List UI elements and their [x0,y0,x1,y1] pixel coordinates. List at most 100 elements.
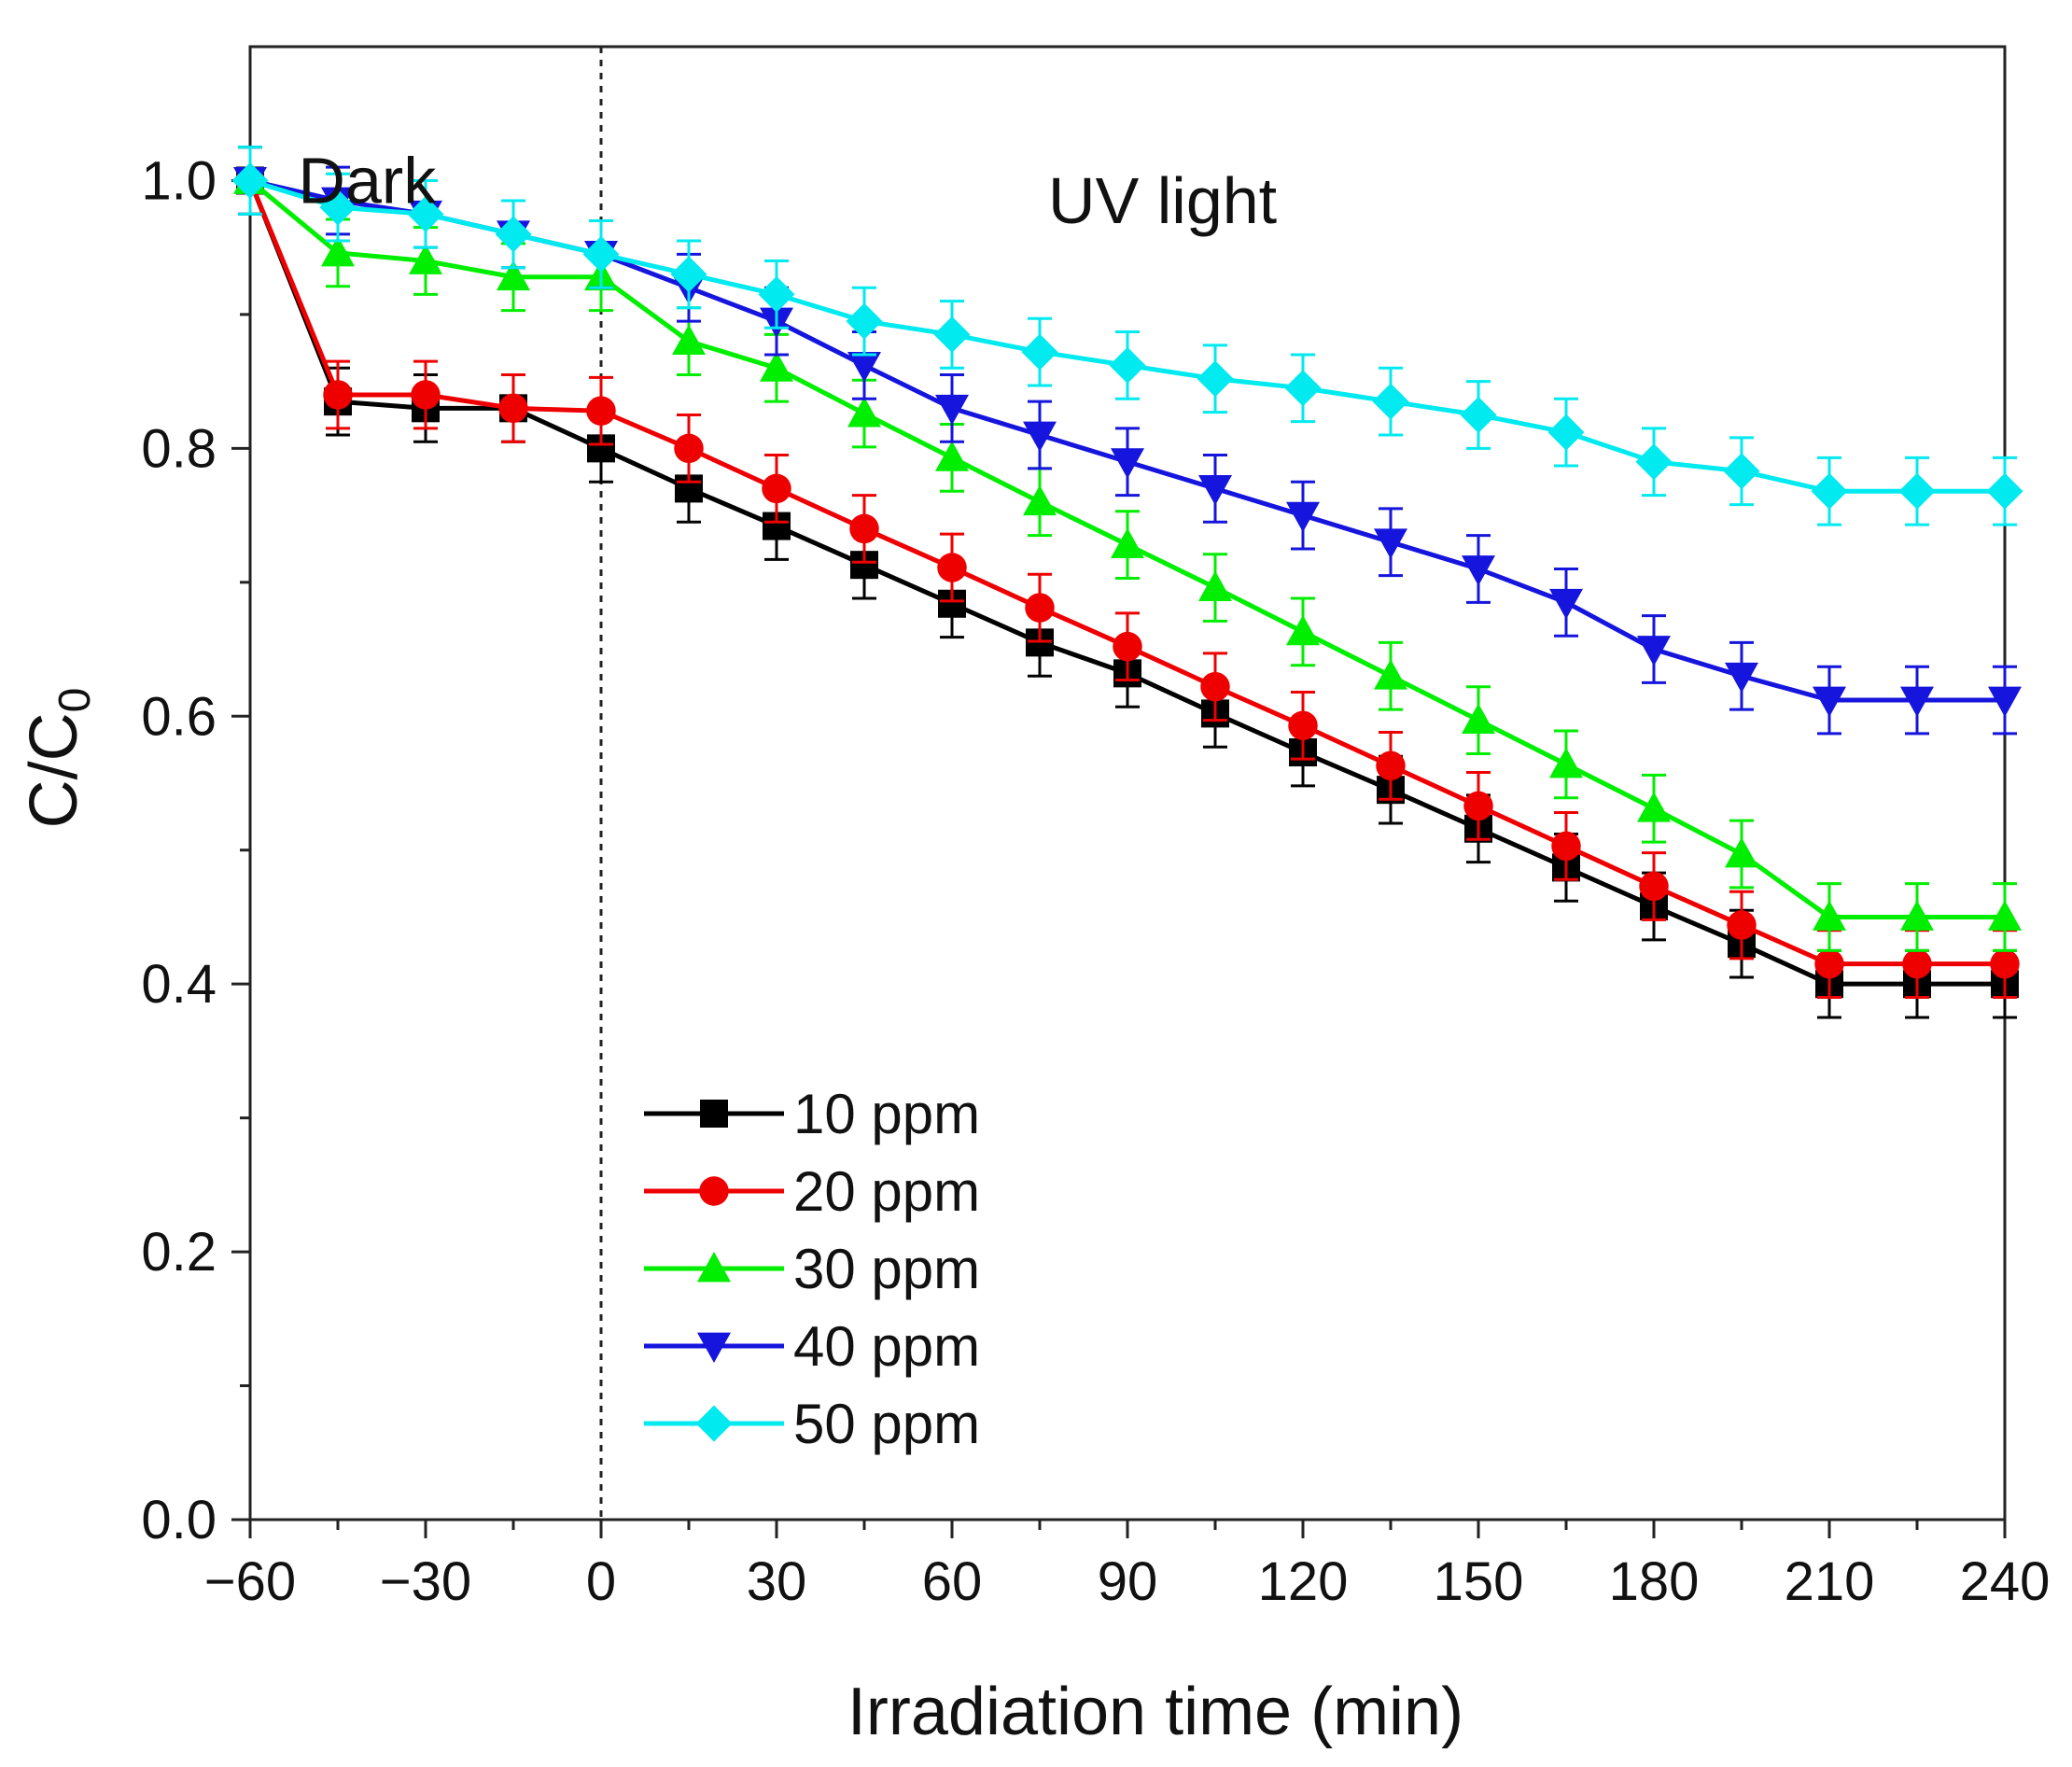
series-50-ppm [231,146,2023,526]
data-point [1023,421,1057,453]
annotation-uv-light: UV light [1048,164,1277,237]
x-tick-label: 240 [1960,1551,2051,1612]
x-tick-label: 30 [747,1551,807,1612]
x-tick-label: 90 [1098,1551,1158,1612]
data-point [1198,570,1232,601]
data-point [582,235,620,273]
data-point [1813,900,1846,931]
data-point [1288,710,1318,741]
y-axis-title: C/C0 [17,688,100,829]
data-point [1111,527,1144,559]
data-point [1727,910,1757,940]
legend-item: 20 ppm [644,1160,980,1223]
data-point [1198,475,1232,506]
data-point [1814,948,1844,979]
data-point [1460,397,1497,433]
data-point [1025,593,1055,623]
data-point [1111,448,1144,479]
data-point [1551,831,1581,862]
series-20-ppm [235,146,2020,1000]
x-tick-label: 120 [1258,1551,1349,1612]
data-point [935,394,969,426]
legend-swatch-marker [697,1252,731,1283]
data-point [1023,484,1057,516]
y-axis-title-subscript: 0 [50,688,100,713]
data-point [1898,472,1936,510]
y-tick-label: 0.4 [141,954,217,1015]
legend-label: 50 ppm [793,1393,980,1455]
data-point [319,189,357,226]
data-point [1639,871,1669,902]
x-tick-label: 180 [1609,1551,1700,1612]
data-point [1109,346,1146,384]
legend-item: 10 ppm [644,1083,980,1145]
data-point [1374,659,1407,690]
data-point [1637,792,1671,822]
data-point [409,244,442,274]
legend-swatch-marker [700,1100,728,1128]
legend-item: 30 ppm [644,1238,980,1300]
data-point [1723,453,1760,490]
data-point [495,216,532,253]
y-tick-label: 0.0 [141,1490,217,1550]
data-point [847,352,881,383]
data-point [670,256,707,293]
data-point [1900,686,1934,718]
data-point [497,259,530,291]
annotation-dark: Dark [298,144,437,217]
legend-swatch-marker [699,1176,729,1206]
data-point [1374,528,1407,559]
data-point [1637,636,1671,666]
y-tick-label: 1.0 [141,150,217,211]
data-point [1286,614,1320,646]
legend-swatch-marker [695,1405,733,1442]
data-point [1284,370,1322,407]
data-point [847,397,881,428]
x-tick-label: 210 [1785,1551,1875,1612]
data-point [1462,555,1495,586]
data-point [846,302,883,340]
x-axis-title: Irradiation time (min) [847,1675,1463,1749]
data-point [758,275,795,313]
data-point [1372,383,1409,420]
data-point [1197,360,1234,398]
data-point [1990,948,2020,979]
data-point [1200,671,1230,702]
data-point [1463,791,1493,821]
data-point [1549,747,1583,778]
axis-ticks: −60 −30 0 30 60 90 120 150 180 210 240 0.0 0.2 0.4 0.6… [141,150,2050,1612]
x-tick-label: −30 [380,1551,471,1612]
data-point [1113,631,1142,662]
legend: 10 ppm 20 ppm 30 ppm 40 ppm 50 ppm [644,1083,980,1455]
legend-item: 50 ppm [644,1393,980,1455]
data-point [1549,588,1583,620]
y-tick-label: 0.8 [141,418,217,479]
data-point [672,324,706,355]
legend-label: 20 ppm [793,1160,980,1223]
series-layer [231,146,2023,1019]
data-point [674,433,704,464]
data-point [321,235,355,267]
data-point [1635,443,1673,481]
legend-label: 40 ppm [793,1315,980,1378]
data-point [849,513,879,544]
data-point [1021,333,1058,371]
legend-swatch-marker [697,1332,731,1363]
legend-label: 10 ppm [793,1083,980,1145]
series-30-ppm [233,146,2022,952]
data-point [760,351,793,382]
data-point [1900,900,1934,931]
x-tick-label: 150 [1434,1551,1524,1612]
data-point [937,553,967,582]
legend-item: 40 ppm [644,1315,980,1378]
y-tick-label: 0.2 [141,1222,217,1283]
data-point [1462,703,1495,734]
x-tick-label: 60 [922,1551,983,1612]
data-point [1286,501,1320,533]
data-point [1725,837,1758,868]
data-point [231,161,269,199]
data-point [1811,472,1848,510]
data-point [407,195,444,232]
